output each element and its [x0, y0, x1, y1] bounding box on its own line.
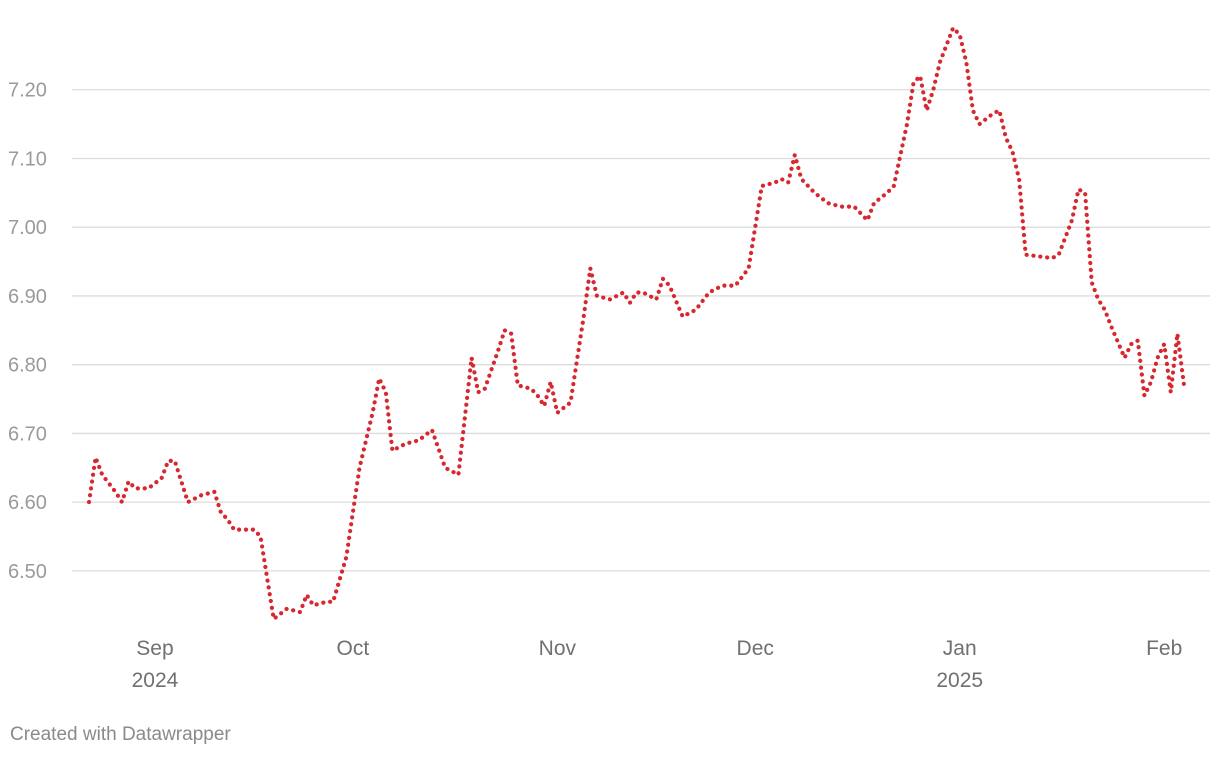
y-tick-label: 7.20 [8, 80, 47, 102]
x-tick-label: Feb [1146, 637, 1182, 660]
y-tick-label: 6.60 [8, 492, 47, 514]
x-tick-label: Sep [136, 637, 173, 660]
x-tick-label: Jan [943, 637, 977, 660]
grid-lines [72, 89, 1210, 572]
y-tick-label: 6.50 [8, 561, 47, 583]
series-line [86, 25, 1187, 622]
x-tick-label: Oct [337, 637, 370, 660]
x-tick-label: Nov [539, 637, 577, 660]
y-tick-label: 6.90 [8, 286, 47, 308]
y-axis: 6.50 6.60 6.70 6.80 6.90 7.00 7.10 7.20 [8, 80, 47, 583]
y-tick-label: 6.70 [8, 423, 47, 445]
x-axis: Sep 2024 Oct Nov Dec Jan 2025 Feb [132, 637, 1183, 692]
series-layer [86, 25, 1187, 622]
x-tick-year-label: 2024 [132, 669, 179, 692]
y-tick-label: 6.80 [8, 355, 47, 377]
credit-text: Created with Datawrapper [10, 724, 231, 745]
y-tick-label: 7.00 [8, 217, 47, 239]
x-tick-label: Dec [737, 637, 774, 660]
x-tick-year-label: 2025 [936, 669, 983, 692]
y-tick-label: 7.10 [8, 148, 47, 170]
line-chart: 6.50 6.60 6.70 6.80 6.90 7.00 7.10 7.20 Sep 2024… [8, 25, 1210, 692]
